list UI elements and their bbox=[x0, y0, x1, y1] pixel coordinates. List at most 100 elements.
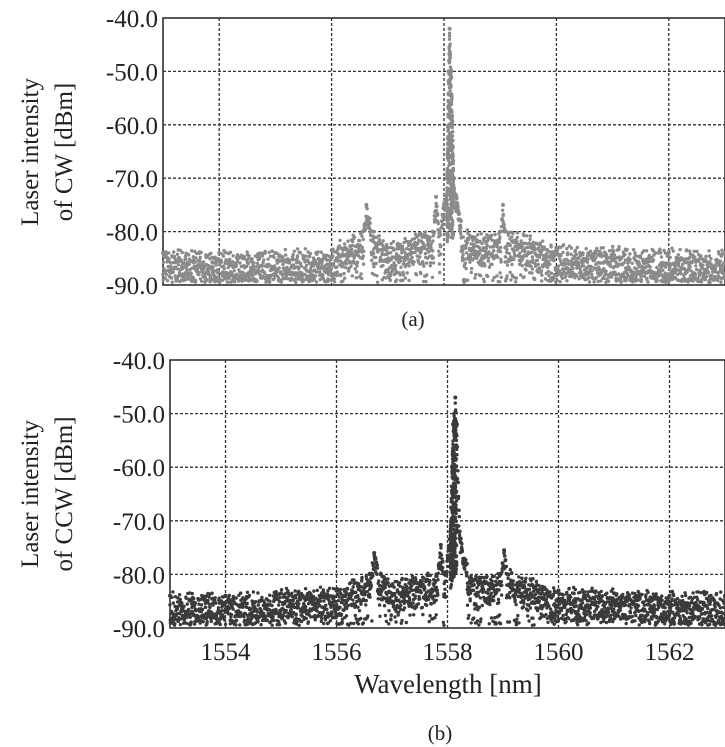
data-point bbox=[554, 245, 559, 250]
data-point bbox=[450, 134, 454, 138]
data-point bbox=[329, 605, 333, 609]
data-point bbox=[436, 578, 440, 582]
data-point bbox=[277, 603, 281, 607]
data-point bbox=[519, 273, 523, 277]
data-point bbox=[720, 248, 724, 252]
data-point bbox=[337, 595, 341, 599]
data-point bbox=[651, 258, 656, 262]
data-point bbox=[351, 239, 355, 244]
data-point bbox=[338, 587, 343, 592]
data-point bbox=[456, 209, 461, 213]
data-point bbox=[504, 277, 509, 281]
data-point bbox=[482, 279, 486, 284]
data-point bbox=[612, 253, 617, 257]
data-point bbox=[621, 250, 625, 254]
data-point bbox=[446, 137, 450, 141]
data-point bbox=[216, 606, 221, 610]
data-point bbox=[480, 603, 484, 608]
data-point bbox=[447, 72, 452, 76]
data-point bbox=[176, 275, 180, 279]
data-point bbox=[561, 250, 565, 255]
data-point bbox=[405, 577, 409, 581]
data-point bbox=[407, 261, 411, 265]
data-point bbox=[517, 587, 522, 592]
data-point bbox=[362, 249, 366, 253]
data-point bbox=[468, 599, 472, 603]
data-point bbox=[374, 261, 378, 266]
data-point bbox=[259, 251, 263, 255]
data-point bbox=[503, 554, 507, 558]
data-point bbox=[458, 218, 463, 223]
data-point bbox=[563, 605, 567, 610]
data-point bbox=[512, 248, 516, 253]
data-point bbox=[499, 257, 503, 262]
data-point bbox=[401, 273, 406, 277]
data-point bbox=[557, 602, 562, 606]
data-point bbox=[447, 100, 452, 104]
data-point bbox=[377, 579, 381, 583]
data-point bbox=[272, 255, 276, 259]
data-point bbox=[547, 604, 551, 608]
data-point bbox=[480, 241, 484, 246]
data-point bbox=[451, 189, 455, 193]
data-point bbox=[321, 610, 325, 615]
data-point bbox=[471, 238, 475, 242]
data-point bbox=[498, 271, 502, 275]
data-point bbox=[526, 614, 530, 618]
data-point bbox=[528, 606, 533, 610]
data-point bbox=[625, 272, 630, 277]
data-point bbox=[648, 265, 652, 269]
data-point bbox=[446, 178, 450, 182]
data-point bbox=[375, 572, 379, 576]
data-point bbox=[355, 599, 359, 604]
data-point bbox=[457, 212, 462, 216]
data-point bbox=[239, 591, 243, 595]
data-point bbox=[448, 56, 452, 60]
data-point bbox=[466, 278, 470, 282]
data-point bbox=[463, 261, 468, 265]
data-point bbox=[207, 602, 211, 606]
data-point bbox=[548, 262, 552, 266]
data-point bbox=[263, 271, 267, 276]
data-point bbox=[497, 588, 501, 592]
data-point bbox=[596, 279, 600, 284]
data-point bbox=[565, 590, 569, 595]
data-point bbox=[185, 268, 189, 272]
data-point bbox=[283, 621, 288, 625]
data-point bbox=[464, 251, 469, 255]
data-point bbox=[611, 244, 615, 249]
data-point bbox=[320, 261, 324, 266]
data-point bbox=[279, 270, 283, 274]
data-point bbox=[659, 255, 664, 259]
data-point bbox=[591, 616, 596, 620]
data-point bbox=[201, 267, 206, 271]
data-point bbox=[631, 248, 636, 252]
data-point bbox=[527, 619, 531, 623]
data-point bbox=[515, 617, 519, 621]
data-point bbox=[183, 254, 188, 258]
y-tick-label: -90.0 bbox=[106, 273, 158, 300]
data-point bbox=[231, 254, 235, 258]
data-point bbox=[661, 268, 665, 272]
data-point bbox=[256, 591, 260, 595]
data-point bbox=[379, 593, 383, 597]
data-point bbox=[639, 278, 644, 282]
data-point bbox=[433, 616, 437, 620]
data-point bbox=[328, 619, 333, 623]
data-point bbox=[413, 594, 417, 598]
data-point bbox=[393, 615, 397, 619]
data-point bbox=[306, 601, 311, 606]
data-point bbox=[185, 602, 189, 606]
data-point bbox=[170, 280, 174, 284]
data-point bbox=[588, 611, 592, 615]
data-point bbox=[184, 596, 188, 600]
data-point bbox=[450, 193, 454, 198]
data-point bbox=[352, 235, 357, 239]
data-point bbox=[590, 586, 594, 590]
data-point bbox=[360, 276, 364, 281]
data-point bbox=[552, 276, 556, 280]
data-point bbox=[528, 234, 532, 238]
data-point bbox=[423, 251, 428, 256]
data-point bbox=[477, 605, 482, 609]
data-point bbox=[529, 250, 534, 255]
